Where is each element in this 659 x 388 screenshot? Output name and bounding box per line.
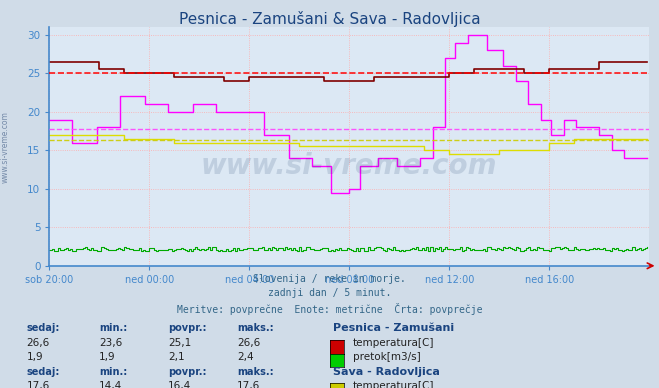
- Text: 17,6: 17,6: [26, 381, 49, 388]
- Text: 2,1: 2,1: [168, 352, 185, 362]
- Text: maks.:: maks.:: [237, 323, 274, 333]
- Text: 2,4: 2,4: [237, 352, 254, 362]
- Text: Slovenija / reke in morje.: Slovenija / reke in morje.: [253, 274, 406, 284]
- Text: sedaj:: sedaj:: [26, 323, 60, 333]
- Text: temperatura[C]: temperatura[C]: [353, 338, 434, 348]
- Text: 16,4: 16,4: [168, 381, 191, 388]
- Text: povpr.:: povpr.:: [168, 367, 206, 377]
- Text: sedaj:: sedaj:: [26, 367, 60, 377]
- Text: Sava - Radovljica: Sava - Radovljica: [333, 367, 440, 377]
- Text: temperatura[C]: temperatura[C]: [353, 381, 434, 388]
- Text: Pesnica - Zamušani & Sava - Radovljica: Pesnica - Zamušani & Sava - Radovljica: [179, 11, 480, 27]
- Text: 23,6: 23,6: [99, 338, 122, 348]
- Text: 1,9: 1,9: [99, 352, 115, 362]
- Text: min.:: min.:: [99, 367, 127, 377]
- Text: www.si-vreme.com: www.si-vreme.com: [201, 152, 498, 180]
- Text: maks.:: maks.:: [237, 367, 274, 377]
- Text: Meritve: povprečne  Enote: metrične  Črta: povprečje: Meritve: povprečne Enote: metrične Črta:…: [177, 303, 482, 315]
- Text: 14,4: 14,4: [99, 381, 122, 388]
- Text: pretok[m3/s]: pretok[m3/s]: [353, 352, 420, 362]
- Text: min.:: min.:: [99, 323, 127, 333]
- Text: www.si-vreme.com: www.si-vreme.com: [1, 111, 10, 184]
- Text: 26,6: 26,6: [26, 338, 49, 348]
- Text: 17,6: 17,6: [237, 381, 260, 388]
- Text: 26,6: 26,6: [237, 338, 260, 348]
- Text: zadnji dan / 5 minut.: zadnji dan / 5 minut.: [268, 288, 391, 298]
- Text: povpr.:: povpr.:: [168, 323, 206, 333]
- Text: 25,1: 25,1: [168, 338, 191, 348]
- Text: Pesnica - Zamušani: Pesnica - Zamušani: [333, 323, 454, 333]
- Text: 1,9: 1,9: [26, 352, 43, 362]
